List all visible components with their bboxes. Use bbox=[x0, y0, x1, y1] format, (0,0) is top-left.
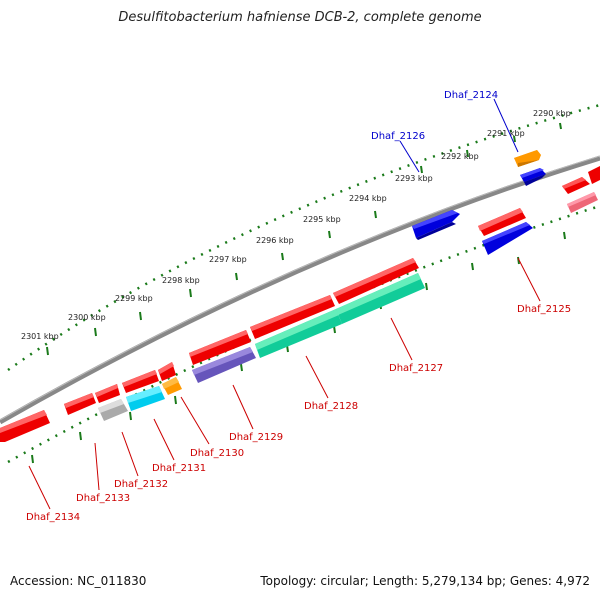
map-title: Desulfitobacterium hafniense DCB-2, comp… bbox=[118, 10, 482, 25]
gene-label-dhaf-2127[interactable]: Dhaf_2127 bbox=[389, 363, 443, 374]
upper-strand-genes bbox=[0, 150, 600, 442]
tick-label-2301: 2301 kbp bbox=[21, 332, 59, 341]
gene-dhaf-2132[interactable] bbox=[98, 399, 128, 421]
gene-dhaf-2129-upper[interactable] bbox=[250, 295, 335, 339]
tick-label-2297: 2297 kbp bbox=[209, 255, 247, 264]
leader-lines bbox=[28, 98, 541, 510]
gene-blue-2126-main[interactable] bbox=[412, 210, 460, 240]
gene-dhaf-2126[interactable] bbox=[520, 168, 546, 186]
backbone-highlight bbox=[0, 155, 600, 421]
lower-strand-genes bbox=[98, 192, 598, 421]
gene-label-dhaf-2125[interactable]: Dhaf_2125 bbox=[517, 304, 571, 315]
gene-red-upper-c[interactable] bbox=[122, 370, 159, 393]
lower-major-ticks bbox=[31, 231, 566, 464]
gene-label-dhaf-2132[interactable]: Dhaf_2132 bbox=[114, 479, 168, 490]
accession-label: Accession: NC_011830 bbox=[10, 574, 147, 588]
gene-red-upper-b[interactable] bbox=[158, 362, 176, 381]
tick-label-2295: 2295 kbp bbox=[303, 215, 341, 224]
gene-dhaf-2128-upper[interactable] bbox=[333, 258, 419, 304]
gene-dhaf-2124[interactable] bbox=[514, 150, 541, 167]
upper-major-ticks bbox=[46, 122, 562, 356]
tick-label-2290: 2290 kbp bbox=[533, 109, 571, 118]
gene-red-upper-d[interactable] bbox=[95, 384, 120, 403]
gene-red-upper-e[interactable] bbox=[64, 393, 96, 415]
gene-label-dhaf-2131[interactable]: Dhaf_2131 bbox=[152, 463, 206, 474]
tick-label-2291: 2291 kbp bbox=[487, 129, 525, 138]
tick-label-2292: 2292 kbp bbox=[441, 152, 479, 161]
tick-label-2298: 2298 kbp bbox=[162, 276, 200, 285]
tick-label-2300: 2300 kbp bbox=[68, 313, 106, 322]
tick-label-2294: 2294 kbp bbox=[349, 194, 387, 203]
gene-label-dhaf-2130[interactable]: Dhaf_2130 bbox=[190, 448, 244, 459]
gene-red-right-2[interactable] bbox=[588, 166, 600, 184]
gene-dhaf-2129[interactable] bbox=[192, 347, 256, 383]
gene-dhaf-2128[interactable] bbox=[255, 309, 342, 358]
gene-red-upper-a[interactable] bbox=[189, 330, 251, 365]
gene-label-dhaf-2126[interactable]: Dhaf_2126 bbox=[371, 131, 425, 142]
gene-red-right-1[interactable] bbox=[562, 177, 590, 194]
gene-dhaf-2125[interactable] bbox=[482, 222, 533, 255]
gene-dhaf-2131[interactable] bbox=[126, 386, 165, 411]
gene-label-dhaf-2128[interactable]: Dhaf_2128 bbox=[304, 401, 358, 412]
tick-label-2299: 2299 kbp bbox=[115, 294, 153, 303]
gene-label-dhaf-2124[interactable]: Dhaf_2124 bbox=[444, 90, 498, 101]
gene-label-dhaf-2134[interactable]: Dhaf_2134 bbox=[26, 512, 80, 523]
genome-summary: Topology: circular; Length: 5,279,134 bp… bbox=[260, 574, 590, 588]
gene-dhaf-2127[interactable] bbox=[336, 273, 425, 324]
tick-label-2296: 2296 kbp bbox=[256, 236, 294, 245]
gene-dhaf-2130[interactable] bbox=[162, 377, 182, 395]
gene-dhaf-2134[interactable] bbox=[0, 410, 50, 442]
gene-label-dhaf-2133[interactable]: Dhaf_2133 bbox=[76, 493, 130, 504]
genome-backbone bbox=[0, 155, 600, 425]
gene-pink-right[interactable] bbox=[567, 192, 598, 213]
gene-dhaf-2125-red[interactable] bbox=[478, 208, 526, 236]
tick-label-2293: 2293 kbp bbox=[395, 174, 433, 183]
gene-label-dhaf-2129[interactable]: Dhaf_2129 bbox=[229, 432, 283, 443]
